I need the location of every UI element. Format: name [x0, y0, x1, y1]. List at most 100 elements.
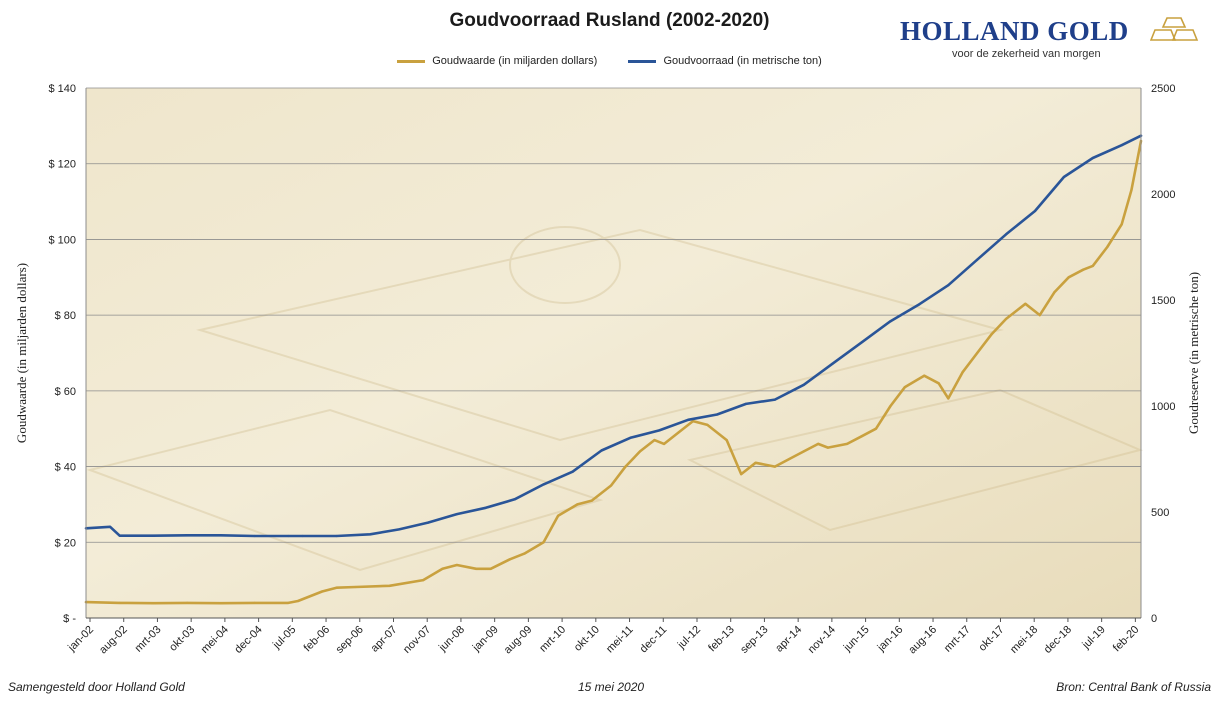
y-left-tick-label: $ 140: [48, 83, 76, 95]
goudwaarde-point: [576, 503, 579, 506]
goudwaarde-point: [1024, 302, 1027, 305]
y-right-tick-label: 1000: [1151, 401, 1175, 413]
goudwaarde-point: [624, 465, 627, 468]
goudvoorraad-point: [889, 320, 892, 323]
goudvoorraad-point: [369, 533, 372, 536]
x-tick-label: aug-16: [906, 624, 939, 657]
goudwaarde-point: [788, 457, 791, 461]
x-tick-label: nov-14: [806, 624, 838, 656]
x-tick-label: feb-20: [1111, 624, 1142, 655]
goudwaarde-point: [947, 397, 950, 400]
x-tick-label: jul-05: [270, 624, 298, 652]
goudwaarde-point: [725, 439, 728, 442]
y-right-tick-label: 2000: [1151, 189, 1175, 201]
goudvoorraad-point: [629, 436, 632, 439]
goudvoorraad-point: [831, 362, 834, 365]
y-left-axis-title: Goudwaarde (in miljarden dollars): [14, 263, 29, 443]
goudvoorraad-point: [600, 449, 603, 452]
y-left-tick-label: $ 40: [55, 462, 76, 474]
y-left-tick-label: $ 60: [55, 386, 76, 398]
goudwaarde-point: [874, 427, 878, 430]
goudvoorraad-point: [152, 534, 155, 537]
x-tick-label: nov-07: [401, 624, 433, 656]
y-right-tick-label: 500: [1151, 507, 1169, 519]
logo-tagline: voor de zekerheid van morgen: [952, 48, 1101, 60]
goudwaarde-point: [1106, 245, 1109, 249]
footer-date: 15 mei 2020: [578, 680, 645, 694]
x-tick-label: feb-06: [302, 624, 333, 655]
goudwaarde-point: [653, 439, 656, 442]
goudwaarde-point: [152, 602, 155, 605]
goudvoorraad-point: [484, 506, 487, 509]
goudwaarde-point: [677, 431, 680, 434]
x-tick-label: jul-19: [1080, 624, 1108, 652]
goudvoorraad-point: [918, 303, 921, 306]
x-tick-label: feb-13: [706, 624, 737, 655]
goudwaarde-point: [1038, 314, 1041, 317]
y-left-tick-label: $ 80: [55, 310, 76, 322]
y-left-tick-label: $ -: [63, 613, 76, 625]
goudwaarde-point: [219, 602, 222, 605]
goudwaarde-point: [296, 599, 300, 603]
goudwaarde-point: [663, 442, 666, 445]
legend-label-reserve: Goudvoorraad (in metrische ton): [663, 55, 822, 68]
legend-swatch-reserve: [628, 59, 657, 63]
x-tick-label: mei-11: [604, 624, 636, 656]
goudwaarde-point: [1091, 264, 1094, 267]
goudwaarde-point: [990, 333, 993, 336]
goudwaarde-point: [1005, 317, 1008, 320]
x-tick-label: jul-12: [675, 624, 703, 652]
goudwaarde-point: [542, 541, 545, 544]
x-tick-label: sep-13: [738, 624, 770, 656]
goudwaarde-point: [354, 585, 357, 589]
goudvoorraad-point: [947, 284, 950, 287]
x-tick-label: aug-09: [502, 624, 535, 657]
goudwaarde-point: [903, 386, 907, 389]
goudwaarde-point: [860, 435, 863, 438]
logo-wordmark: HOLLAND GOLD: [900, 16, 1129, 46]
x-tick-label: dec-04: [232, 624, 264, 656]
goudwaarde-point: [706, 423, 709, 426]
goudwaarde-point: [1130, 189, 1133, 192]
x-tick-label: jan-09: [470, 624, 501, 655]
goudwaarde-point: [817, 442, 820, 445]
footer-source: Bron: Central Bank of Russia: [1056, 680, 1211, 694]
y-right-tick-label: 0: [1151, 613, 1157, 625]
goudwaarde-point: [923, 374, 926, 377]
x-tick-label: mei-04: [199, 624, 231, 656]
legend-swatch-value: [397, 59, 426, 63]
goudvoorraad-point: [455, 513, 458, 516]
goudvoorraad-point: [773, 398, 777, 401]
goudwaarde-point: [508, 558, 511, 561]
goudvoorraad-point: [1062, 175, 1065, 179]
x-tick-label: okt-10: [572, 624, 602, 654]
goudwaarde-point: [441, 567, 444, 570]
legend-item-value: Goudwaarde (in miljarden dollars): [397, 55, 597, 67]
legend-label-value: Goudwaarde (in miljarden dollars): [432, 55, 598, 68]
goudwaarde-point: [937, 382, 940, 385]
goudwaarde-point: [557, 514, 560, 517]
x-tick-label: okt-17: [976, 624, 1006, 654]
goudvoorraad-point: [1120, 144, 1123, 147]
goudwaarde-point: [455, 563, 458, 567]
goudwaarde-point: [335, 586, 338, 589]
goudwaarde-point: [253, 601, 256, 605]
goudwaarde-point: [475, 567, 478, 570]
goudwaarde-point: [740, 473, 743, 476]
goudvoorraad-point: [219, 534, 222, 537]
footer-compiled-by: Samengesteld door Holland Gold: [8, 680, 185, 694]
goudvoorraad-point: [860, 341, 863, 344]
goudvoorraad-point: [301, 534, 304, 538]
goudwaarde-point: [1082, 268, 1085, 271]
goudwaarde-point: [691, 420, 695, 423]
gold-bars-icon: [1150, 17, 1199, 41]
y-right-axis-title: Goudreserve (in metrische ton): [1186, 272, 1201, 434]
goudwaarde-point: [186, 601, 189, 605]
chart-legend: Goudwaarde (in miljarden dollars) Goudvo…: [0, 55, 1219, 67]
x-tick-label: mrt-17: [942, 624, 973, 655]
goudwaarde-point: [802, 450, 805, 453]
goudwaarde-point: [287, 601, 290, 605]
x-tick-label: mei-18: [1008, 624, 1040, 656]
goudvoorraad-point: [398, 528, 401, 531]
goudvoorraad-point: [687, 418, 690, 421]
